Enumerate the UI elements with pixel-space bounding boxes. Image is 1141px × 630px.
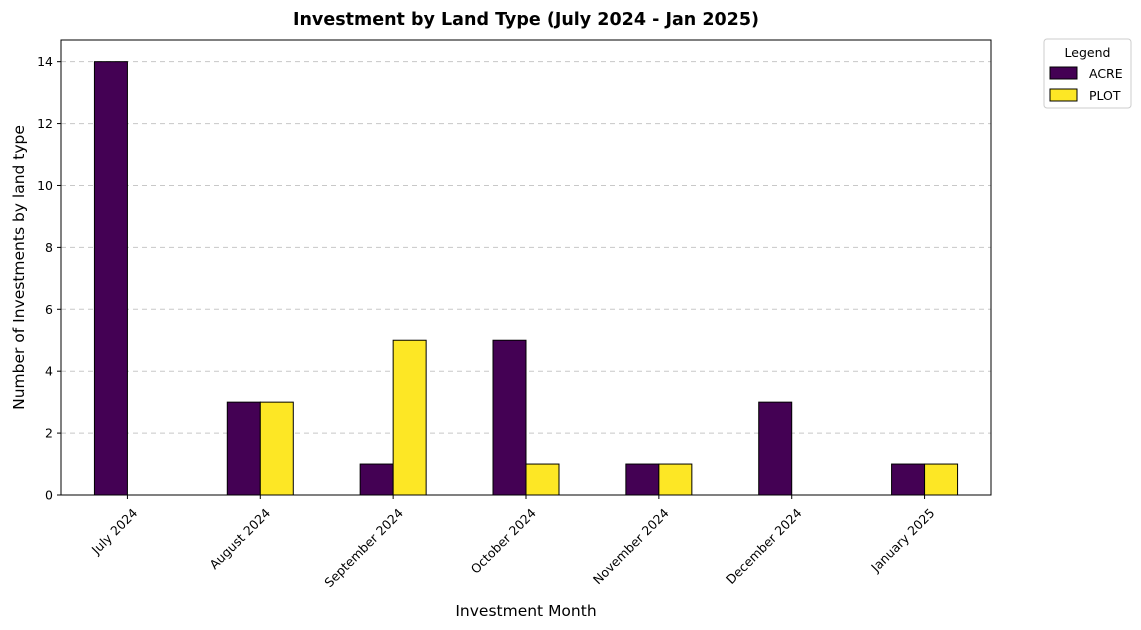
- x-tick-label: September 2024: [321, 505, 406, 590]
- y-axis: 0 2 4 6 8 10 12 14: [37, 54, 61, 503]
- legend-swatch-plot: [1049, 88, 1078, 102]
- bar-acre-5: [758, 401, 793, 496]
- bar-acre-3: [492, 339, 527, 496]
- bars: [93, 61, 959, 496]
- x-tick-label: August 2024: [206, 505, 273, 572]
- legend-items: ACRE PLOT: [1049, 66, 1123, 103]
- y-tick-label: 6: [45, 302, 53, 317]
- y-tick-label: 14: [37, 54, 53, 69]
- chart-title: Investment by Land Type (July 2024 - Jan…: [293, 10, 759, 30]
- legend-label-acre: ACRE: [1089, 66, 1123, 81]
- y-tick-label: 10: [37, 178, 53, 193]
- y-tick-label: 2: [45, 426, 53, 441]
- y-tick-label: 8: [45, 240, 53, 255]
- y-tick-label: 12: [37, 116, 53, 131]
- y-axis-title: Number of Investments by land type: [10, 125, 28, 410]
- legend-swatch-acre: [1049, 66, 1078, 80]
- x-tick-label: July 2024: [88, 505, 141, 558]
- y-tick-label: 0: [45, 488, 53, 503]
- bar-plot-2: [392, 339, 427, 496]
- y-tick-label: 4: [45, 364, 53, 379]
- bar-plot-4: [658, 463, 693, 496]
- bar-plot-6: [924, 463, 959, 496]
- bar-acre-2: [359, 463, 394, 496]
- bar-plot-3: [525, 463, 560, 496]
- bar-acre-1: [226, 401, 261, 496]
- x-axis-title: Investment Month: [455, 602, 596, 620]
- x-axis: July 2024 August 2024 September 2024 Octobe…: [88, 495, 937, 590]
- bar-acre-6: [891, 463, 926, 496]
- x-tick-label: November 2024: [590, 505, 672, 587]
- legend-title: Legend: [1065, 45, 1111, 60]
- bar-acre-0: [93, 61, 128, 496]
- legend: Legend ACRE PLOT: [1043, 38, 1132, 109]
- bar-plot-1: [259, 401, 294, 496]
- grid-lines: [61, 61, 991, 434]
- x-tick-label: December 2024: [723, 505, 805, 587]
- x-tick-label: January 2025: [867, 505, 937, 575]
- x-tick-label: October 2024: [468, 505, 539, 576]
- legend-label-plot: PLOT: [1089, 88, 1121, 103]
- bar-acre-4: [625, 463, 660, 496]
